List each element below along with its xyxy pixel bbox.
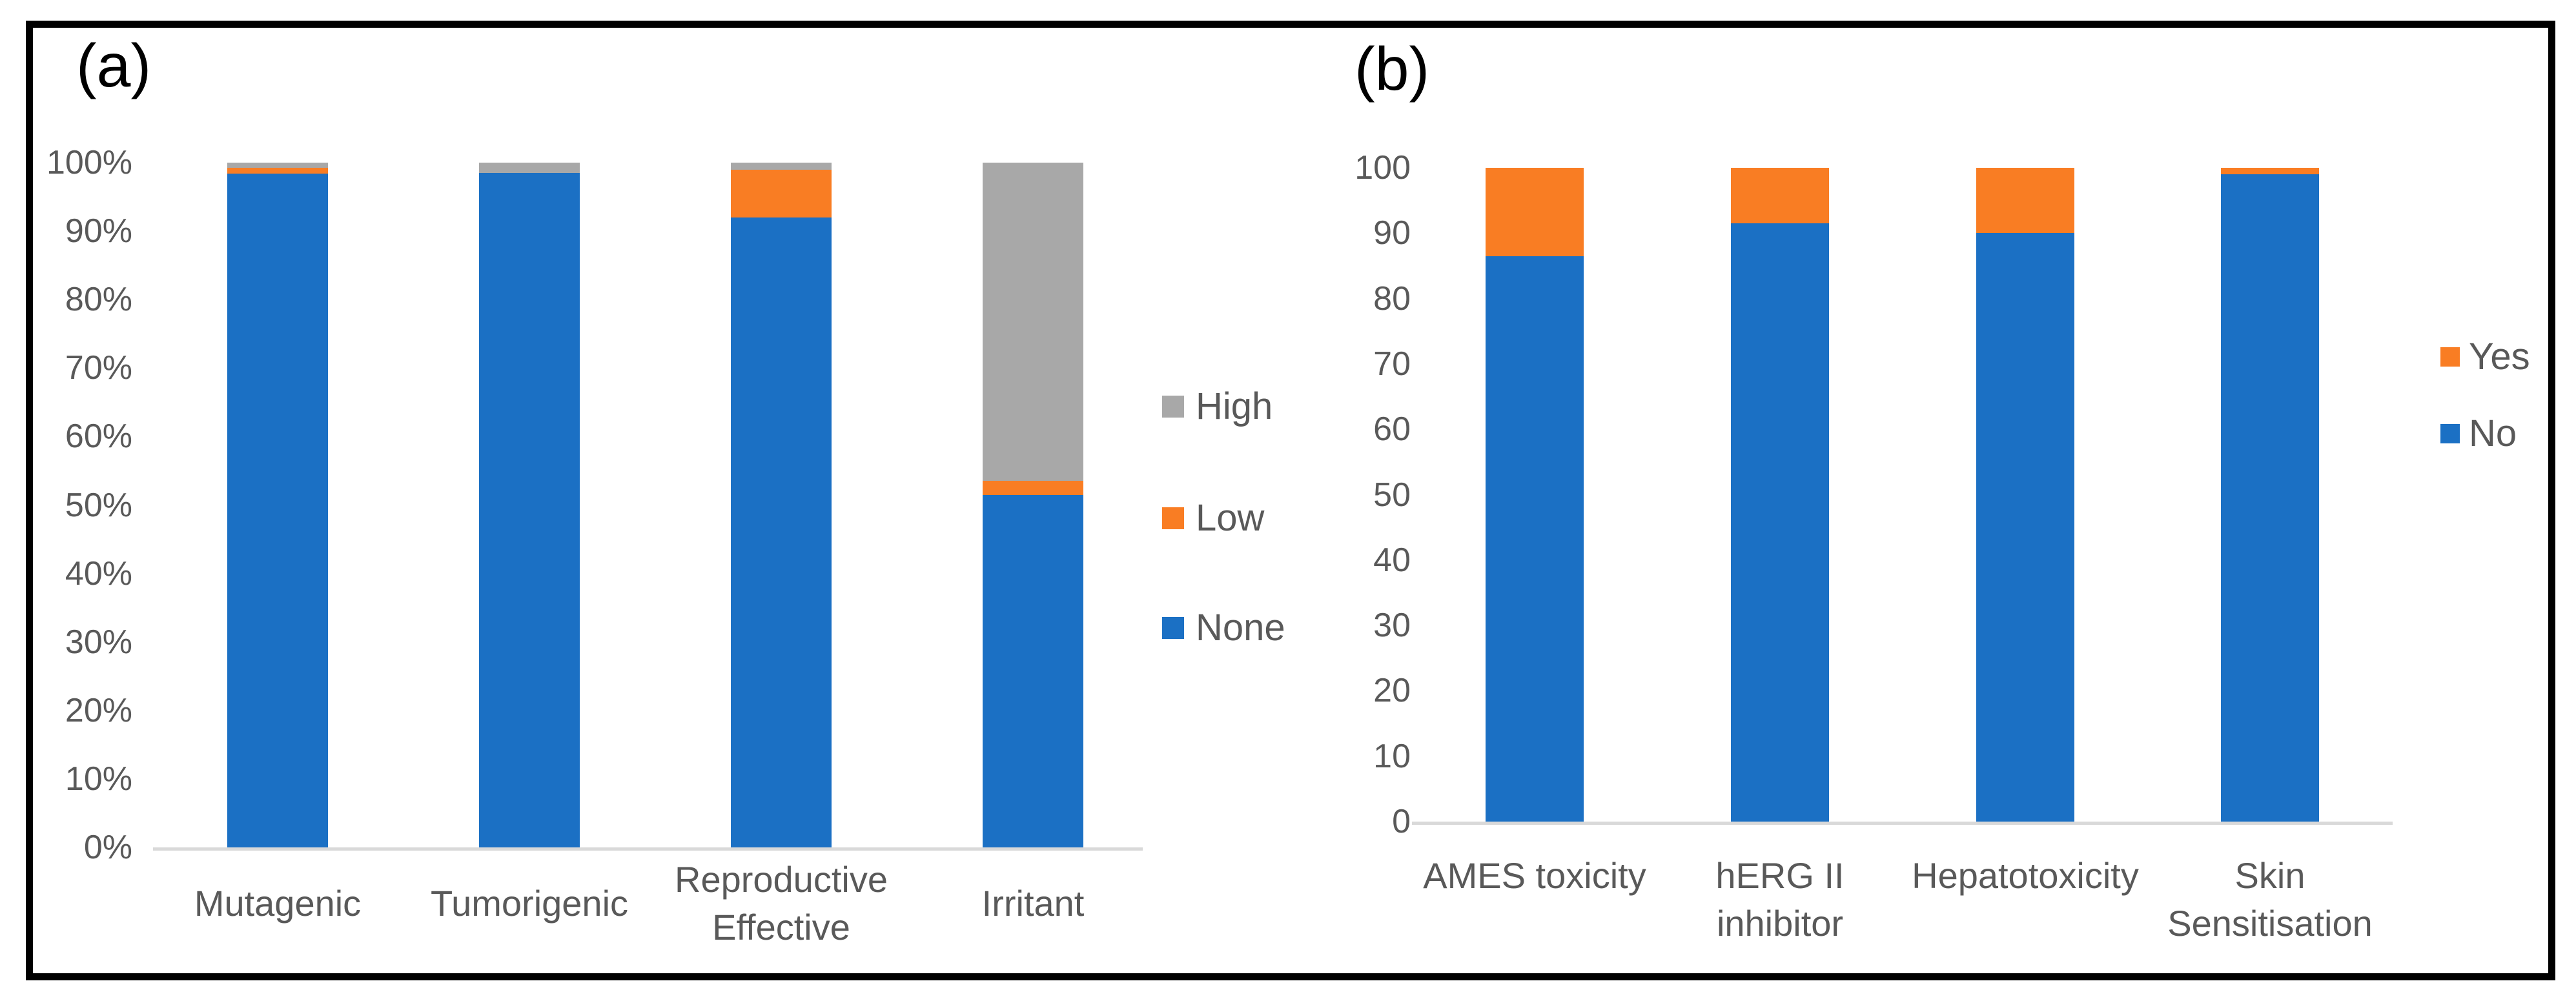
- legend-swatch-low: [1162, 507, 1184, 529]
- x-category-label-line: Tumorigenic: [430, 883, 629, 924]
- bar-segment-no-1: [1731, 223, 1829, 822]
- y-tick-label: 100%: [46, 144, 132, 181]
- y-tick-label: 80%: [65, 281, 132, 319]
- x-axis-line: [1412, 822, 2393, 825]
- x-category-label: Reproductive Effective: [652, 855, 910, 952]
- y-tick-label: 100: [1354, 149, 1411, 187]
- legend-label-yes: Yes: [2469, 336, 2530, 378]
- x-category-label-line: hERG II: [1715, 855, 1845, 896]
- bar-segment-yes-0: [1486, 168, 1584, 256]
- x-category-label-line: Reproductive: [675, 859, 888, 900]
- x-category-label-line: Sensitisation: [2167, 903, 2373, 944]
- y-tick-label: 90%: [65, 212, 132, 250]
- y-tick-label: 20%: [65, 691, 132, 729]
- bar-segment-low-3: [983, 481, 1083, 495]
- x-category-label: Skin Sensitisation: [2141, 852, 2399, 955]
- x-category-label: Mutagenic: [148, 855, 407, 952]
- x-category-label-line: Effective: [712, 907, 850, 947]
- bar-segment-yes-1: [1731, 168, 1829, 224]
- y-tick-label: 40%: [65, 554, 132, 592]
- bar-segment-yes-2: [1976, 168, 2074, 234]
- y-tick-label: 20: [1373, 672, 1411, 710]
- x-category-label: Irritant: [904, 855, 1162, 952]
- y-tick-label: 50%: [65, 486, 132, 524]
- y-tick-label: 60: [1373, 410, 1411, 449]
- panel-label-b: (b): [1354, 35, 1430, 103]
- bar-segment-high-2: [731, 163, 832, 170]
- bar-segment-no-0: [1486, 256, 1584, 822]
- x-category-label: Tumorigenic: [400, 855, 659, 952]
- legend-label-high: High: [1196, 385, 1273, 427]
- x-category-label: Hepatotoxicity: [1896, 852, 2154, 955]
- x-category-label-line: inhibitor: [1716, 903, 1844, 944]
- y-tick-label: 80: [1373, 279, 1411, 318]
- x-category-label-line: AMES toxicity: [1423, 855, 1646, 896]
- bar-segment-yes-3: [2221, 168, 2319, 175]
- bar-segment-high-0: [227, 163, 328, 168]
- panel-label-a: (a): [76, 32, 152, 100]
- bar-segment-none-2: [731, 217, 832, 847]
- x-category-label-line: Skin: [2234, 855, 2305, 896]
- bar-segment-high-1: [479, 163, 580, 173]
- bar-segment-low-0: [227, 168, 328, 174]
- legend-label-none: None: [1196, 607, 1285, 649]
- x-axis-line: [153, 847, 1143, 851]
- bar-segment-low-2: [731, 169, 832, 217]
- x-category-label: hERG II inhibitor: [1651, 852, 1909, 955]
- legend-label-low: Low: [1196, 497, 1265, 539]
- x-category-label-line: Mutagenic: [194, 883, 362, 924]
- y-tick-label: 10%: [65, 760, 132, 798]
- bar-segment-none-1: [479, 172, 580, 847]
- y-tick-label: 30: [1373, 607, 1411, 645]
- x-category-label: AMES toxicity: [1406, 852, 1664, 955]
- x-category-label-line: Irritant: [981, 883, 1085, 924]
- y-tick-label: 90: [1373, 214, 1411, 252]
- y-tick-label: 0%: [83, 829, 132, 866]
- legend-swatch-none: [1162, 617, 1184, 639]
- y-tick-label: 30%: [65, 623, 132, 661]
- y-tick-label: 60%: [65, 418, 132, 456]
- y-tick-label: 40: [1373, 541, 1411, 579]
- figure-border: [26, 21, 2555, 980]
- y-tick-label: 70: [1373, 345, 1411, 383]
- y-tick-label: 50: [1373, 476, 1411, 514]
- bar-segment-no-3: [2221, 174, 2319, 822]
- legend-label-no: No: [2469, 412, 2517, 454]
- x-category-label-line: Hepatotoxicity: [1912, 855, 2139, 896]
- bar-segment-none-3: [983, 494, 1083, 847]
- y-tick-label: 0: [1392, 803, 1411, 840]
- legend-swatch-high: [1162, 396, 1184, 418]
- y-tick-label: 70%: [65, 349, 132, 387]
- bar-segment-no-2: [1976, 233, 2074, 822]
- legend-swatch-no: [2440, 424, 2460, 443]
- y-tick-label: 10: [1373, 737, 1411, 775]
- bar-segment-high-3: [983, 163, 1083, 481]
- legend-swatch-yes: [2440, 347, 2460, 367]
- bar-segment-none-0: [227, 173, 328, 847]
